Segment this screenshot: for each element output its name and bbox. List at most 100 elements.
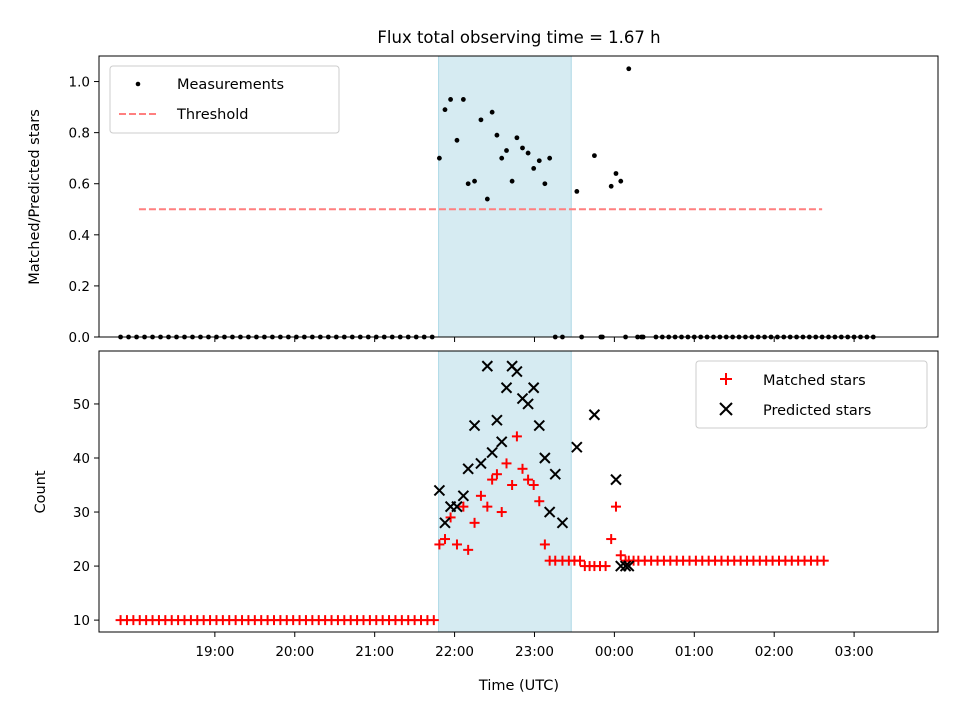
predicted-stars-point-b [522, 398, 534, 410]
matched-stars-point [615, 550, 626, 561]
matched-stars-point [445, 512, 456, 523]
ratio-y-axis-label: Matched/Predicted stars [27, 109, 43, 285]
measurements-point [460, 97, 466, 102]
measurements-point [509, 178, 515, 184]
count-x-tick-label: 19:00 [195, 644, 234, 660]
predicted-stars-point-b [556, 517, 569, 529]
matched-stars-point [501, 458, 512, 469]
measurements-point [542, 181, 548, 187]
count-x-tick-label: 20:00 [275, 644, 314, 660]
legend-threshold-label: Threshold [176, 107, 248, 123]
chart-title: Flux total observing time = 1.67 h [377, 28, 660, 47]
ratio-y-tick-label: 0.2 [69, 279, 90, 295]
predicted-stars-point-b [516, 392, 529, 405]
ratio-highlight-region [438, 55, 572, 338]
count-y-axis-label: Count [33, 470, 49, 513]
measurements-point [626, 66, 632, 72]
count-x-tick-label: 23:00 [515, 644, 554, 660]
measurements-point [618, 178, 624, 184]
matched-stars-point [428, 615, 439, 626]
predicted-stars-point [486, 446, 498, 459]
measurements-point [504, 148, 509, 153]
predicted-stars-point [439, 517, 451, 529]
predicted-stars-point-b [451, 500, 463, 513]
predicted-stars-point [571, 441, 583, 453]
predicted-stars-point [481, 360, 494, 372]
predicted-stars-point-b [571, 441, 583, 453]
predicted-stars-point [457, 490, 470, 502]
ratio-y-tick-label: 0.6 [69, 177, 90, 193]
predicted-stars-point [543, 506, 556, 518]
matched-stars-point [507, 480, 518, 491]
predicted-stars-point-b [496, 436, 508, 448]
measurements-point [499, 155, 505, 161]
count-y-tick-label: 20 [73, 559, 90, 575]
measurements-point [478, 117, 484, 123]
matched-stars-point [539, 539, 550, 550]
ratio-axes-frame [98, 55, 939, 338]
x-axis-label: Time (UTC) [478, 678, 559, 694]
matched-stars-point [434, 539, 445, 550]
measurements-point [520, 145, 525, 151]
ratio-y-tick-label: 0.0 [69, 330, 90, 346]
matched-stars-point [818, 555, 829, 566]
predicted-stars-point [610, 473, 622, 486]
count-panel-marks: 19:00 20:00 21:00 22:00 23:00 00:00 01:00 02:00… [73, 350, 939, 660]
measurements-point [484, 196, 490, 202]
predicted-stars-point-b [543, 506, 556, 518]
matched-stars-point [469, 517, 480, 528]
predicted-stars-point [496, 436, 508, 448]
count-x-tick-label: 01:00 [675, 644, 714, 660]
predicted-stars-point [462, 463, 474, 475]
predicted-stars-point-b [539, 452, 551, 464]
count-x-tick-label: 03:00 [835, 644, 874, 660]
ratio-legend-box [109, 65, 340, 134]
measurements-point [442, 107, 448, 113]
legend-predicted-label: Predicted stars [763, 403, 871, 419]
matched-stars-point [517, 463, 528, 474]
predicted-stars-point-b [481, 360, 494, 372]
matched-stars-point [511, 431, 522, 442]
predicted-stars-point [549, 468, 561, 480]
predicted-stars-point-b [610, 473, 622, 486]
count-x-tick-label: 21:00 [355, 644, 394, 660]
predicted-stars-point-b [486, 446, 498, 459]
predicted-stars-point [623, 560, 635, 572]
ratio-y-tick-label: 1.0 [69, 75, 90, 91]
matched-stars-point [451, 539, 462, 550]
predicted-stars-point [522, 398, 534, 410]
count-legend-box [695, 360, 928, 429]
predicted-stars-point [511, 365, 523, 378]
matched-stars-point [463, 544, 474, 555]
measurements-point [454, 137, 460, 143]
count-y-tick-label: 30 [73, 505, 90, 521]
predicted-stars-point-b [500, 382, 513, 394]
predicted-stars-point [588, 409, 601, 421]
measurements-point [514, 135, 520, 141]
measurements-point [613, 171, 619, 176]
count-y-tick-label: 10 [73, 613, 90, 629]
predicted-stars-point-b [468, 419, 481, 432]
predicted-stars-point-b [527, 382, 540, 394]
matched-stars-point [606, 534, 617, 545]
legend-measurements-marker [135, 81, 141, 87]
predicted-stars-point [491, 414, 503, 426]
matched-stars-point [523, 474, 534, 485]
predicted-stars-point [539, 452, 551, 464]
measurements-point [494, 132, 500, 138]
count-x-tick-label: 00:00 [595, 644, 634, 660]
count-x-tick-label: 02:00 [755, 644, 794, 660]
predicted-stars-point-b [588, 409, 601, 421]
predicted-stars-point-b [433, 484, 446, 497]
measurements-point [592, 153, 597, 159]
ratio-panel-marks: 0.0 0.2 0.4 0.6 0.8 1.0 [69, 55, 939, 346]
measurements-point [489, 109, 495, 115]
predicted-stars-point-b [457, 490, 470, 502]
matched-stars-point [600, 561, 611, 572]
legend-matched-label: Matched stars [763, 373, 866, 389]
matched-stars-point [496, 507, 507, 518]
matched-stars-point [534, 496, 545, 507]
measurements-point [574, 188, 580, 194]
measurements-point [525, 150, 531, 156]
